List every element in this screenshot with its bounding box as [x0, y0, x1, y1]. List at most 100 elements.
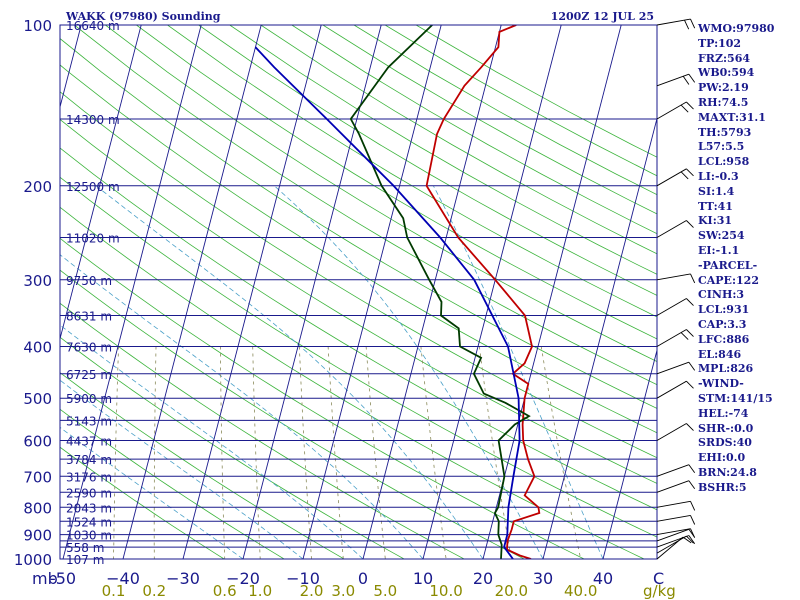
wind-barb-flag	[688, 464, 696, 474]
wind-barb-flag	[686, 535, 694, 544]
temperature-tick-label: 0	[358, 569, 368, 588]
mixing-ratio-tick-label: 40.0	[564, 582, 597, 600]
wind-barbs	[656, 18, 696, 560]
index-item: STM:141/15	[698, 391, 773, 405]
temperature-tick-label: −30	[166, 569, 200, 588]
isotherm-line	[602, 348, 657, 559]
index-item: MPL:826	[698, 362, 754, 376]
wind-barb-staff	[656, 273, 691, 281]
parcel-profile-line	[254, 46, 521, 559]
index-item: TH:5793	[698, 125, 752, 139]
wind-barb-staff	[656, 464, 690, 477]
wind-barb-flag	[690, 515, 696, 525]
temperature-tick-label: 40	[593, 569, 613, 588]
wind-barb-flag	[688, 535, 696, 544]
wind-barb	[656, 298, 694, 316]
wind-barb	[656, 18, 696, 30]
temperature-tick-label: 30	[533, 569, 553, 588]
dry-adiabat-line	[74, 25, 657, 386]
height-label: 8631 m	[66, 310, 112, 324]
isotherm-line	[62, 25, 202, 559]
wind-barb-staff	[656, 73, 690, 87]
height-label: 2043 m	[66, 501, 112, 515]
pressure-tick-label: 100	[23, 17, 52, 35]
isobar-lines	[60, 24, 657, 560]
index-item: LI:-0.3	[698, 169, 739, 183]
index-item: WMO:97980	[698, 22, 775, 35]
height-label: 12500 m	[66, 180, 120, 194]
wind-barb-staff	[656, 423, 687, 441]
wind-barb-flag	[688, 73, 696, 83]
mixing-ratio-line	[365, 346, 386, 559]
temperature-tick-label: −20	[226, 569, 260, 588]
mixing-ratio-tick-label: 1.0	[248, 582, 272, 600]
index-item: SRDS:40	[698, 436, 752, 450]
wind-barb	[656, 423, 694, 441]
pressure-tick-label: 400	[23, 339, 52, 357]
dry-adiabat-line	[60, 119, 657, 484]
index-item: FRZ:564	[698, 51, 751, 65]
mixing-ratio-tick-label: 0.2	[142, 582, 166, 600]
index-item: LFC:886	[698, 332, 750, 346]
moist-adiabat-line	[60, 254, 424, 559]
wind-barb-flag	[688, 480, 696, 490]
wind-barb	[656, 464, 696, 477]
index-item: KI:31	[698, 214, 733, 228]
height-label: 16640 m	[66, 19, 120, 33]
index-item: LCL:931	[698, 303, 750, 317]
wind-barb-staff	[656, 380, 687, 399]
height-label: 6725 m	[66, 368, 112, 382]
isotherm-line	[0, 25, 21, 559]
chart-title: WAKK (97980) Sounding	[65, 10, 221, 23]
pressure-tick-label: 900	[23, 527, 52, 545]
axis-labels: 0.1 0.2 0.6 1.0 2.0 3.0 5.0 10.0 20.0 40.01002003…	[14, 17, 613, 600]
background-grid	[0, 25, 657, 559]
pressure-tick-label: 1000	[14, 551, 52, 569]
index-item: TT:41	[698, 199, 733, 213]
wind-barb	[656, 480, 696, 493]
temperature-profile-line	[425, 25, 541, 559]
wind-barb-staff	[656, 514, 691, 522]
index-item: SI:1.4	[698, 184, 735, 198]
wind-barb	[656, 168, 694, 187]
mixing-ratio-line	[298, 346, 312, 559]
mixing-ratio-line	[153, 346, 157, 559]
height-label: 3176 m	[66, 470, 112, 484]
height-label: 5900 m	[66, 392, 112, 406]
index-item: RH:74.5	[698, 95, 749, 109]
mixing-ratio-tick-label: 20.0	[495, 582, 528, 600]
index-item: CINH:3	[698, 288, 745, 302]
index-item: EHI:0.0	[698, 451, 746, 465]
mixing-ratio-tick-label: 5.0	[373, 582, 397, 600]
height-label: 558 m	[66, 541, 104, 555]
wind-barb-flag	[690, 501, 696, 511]
mixing-ratio-tick-label: 2.0	[300, 582, 324, 600]
wind-barb-flag	[690, 273, 696, 284]
wind-barb-staff	[656, 535, 687, 554]
pressure-tick-label: 700	[23, 468, 52, 486]
wind-barb	[656, 536, 692, 560]
wind-barb	[656, 273, 696, 284]
wind-barb-flag	[680, 171, 689, 180]
index-item: SHR-:0.0	[698, 421, 754, 435]
wind-barb-flag	[682, 76, 690, 85]
wind-barb-flag	[688, 529, 696, 538]
isotherm-line	[362, 25, 502, 559]
height-label: 5143 m	[66, 414, 112, 428]
height-label: 3784 m	[66, 453, 112, 467]
wind-barb-flag	[688, 361, 696, 371]
wind-barb-flag	[680, 104, 689, 113]
wind-barb-flag	[684, 20, 690, 30]
wind-barb	[656, 73, 696, 87]
wind-barb	[656, 361, 696, 375]
mixing-ratio-unit-label: g/kg	[643, 582, 676, 600]
temperature-tick-label: -50	[50, 569, 76, 588]
wind-barb-staff	[656, 168, 687, 187]
wind-barb	[656, 220, 694, 238]
height-label: 2590 m	[66, 486, 112, 500]
wind-barb-flag	[680, 332, 689, 340]
wind-barb	[656, 528, 696, 542]
wind-barb-flag	[686, 298, 694, 306]
valid-time: 1200Z 12 JUL 25	[551, 10, 654, 23]
